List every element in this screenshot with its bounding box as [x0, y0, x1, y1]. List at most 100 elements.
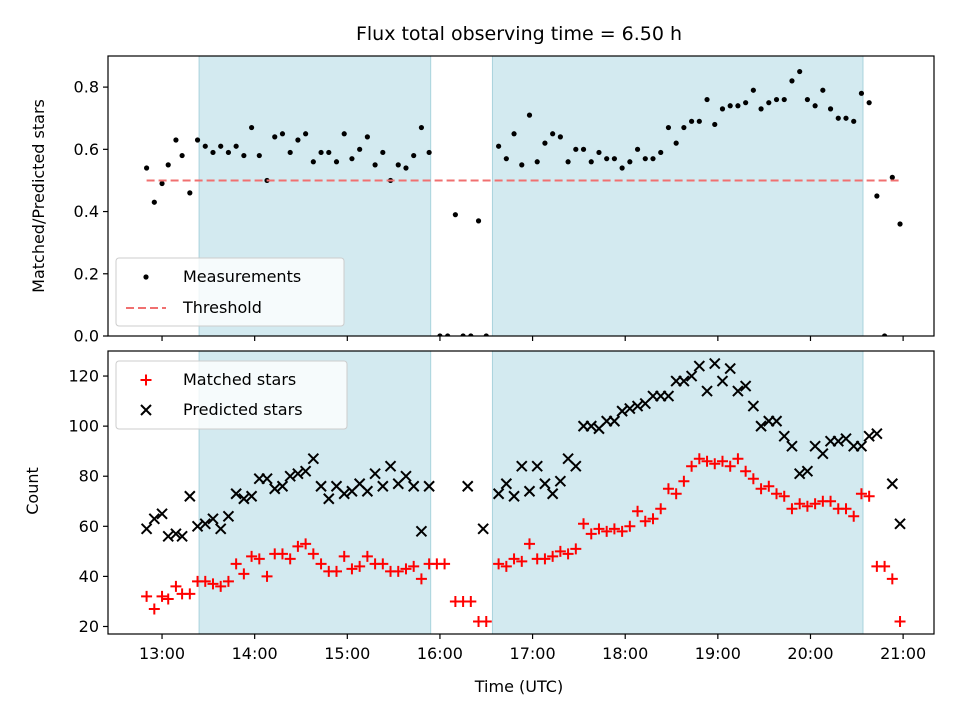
- x-axis-label: Time (UTC): [474, 677, 563, 696]
- predicted-star-point: [631, 400, 644, 412]
- predicted-star-point: [162, 530, 174, 543]
- predicted-star-point: [199, 518, 211, 530]
- matched-star-point: [547, 550, 559, 562]
- measurement-point: [812, 103, 818, 109]
- matched-star-point: [331, 565, 343, 577]
- bottom-legend: Matched stars Predicted stars: [115, 360, 348, 430]
- predicted-star-point: [384, 460, 397, 472]
- predicted-star-point: [709, 357, 721, 370]
- top-plot-panel: 0.0 0.2 0.4 0.6 0.8 Measurements Threshold: [74, 55, 935, 346]
- measurement-point: [743, 100, 749, 106]
- measurement-point: [719, 106, 726, 112]
- predicted-star-point: [269, 483, 281, 495]
- matched-star-point: [801, 500, 813, 512]
- matched-star-point: [156, 590, 168, 602]
- measurement-point: [303, 131, 309, 137]
- legend-measurement-marker: [143, 274, 149, 280]
- matched-star-point: [415, 573, 427, 585]
- matched-star-point: [840, 503, 852, 515]
- measurement-point: [604, 156, 610, 162]
- measurement-point: [349, 156, 355, 162]
- matched-star-point: [655, 503, 667, 515]
- measurement-point: [735, 103, 741, 109]
- matched-star-point: [686, 460, 698, 472]
- measurement-point: [333, 159, 340, 165]
- predicted-star-point: [585, 420, 597, 432]
- measurement-point: [804, 96, 810, 103]
- predicted-star-point: [423, 480, 435, 492]
- measurement-point: [789, 78, 795, 84]
- predicted-star-point: [678, 375, 690, 387]
- matched-star-point: [786, 503, 798, 515]
- measurement-point: [866, 100, 872, 106]
- measurement-point: [550, 131, 556, 137]
- predicted-star-point: [539, 478, 551, 490]
- legend-threshold-label: Threshold: [182, 298, 262, 317]
- measurement-point: [665, 124, 672, 131]
- measurement-point: [650, 156, 656, 162]
- matched-star-point: [480, 615, 492, 627]
- predicted-star-point: [786, 440, 798, 452]
- matched-star-point: [724, 460, 736, 472]
- matched-star-point: [894, 615, 906, 627]
- predicted-star-point: [855, 440, 868, 452]
- matched-star-point: [624, 520, 636, 532]
- matched-star-point: [616, 525, 628, 537]
- matched-star-point: [570, 543, 582, 555]
- matched-star-point: [632, 505, 644, 517]
- measurement-point: [380, 149, 386, 156]
- predicted-star-point: [554, 475, 567, 487]
- predicted-star-point: [184, 490, 196, 502]
- x-tick-label: 13:00: [139, 644, 185, 663]
- bottom-y-tick-label: 40: [79, 567, 99, 586]
- predicted-star-point: [230, 488, 242, 500]
- bottom-axes-frame: [107, 350, 935, 635]
- measurement-point: [634, 146, 641, 152]
- x-tick-label: 19:00: [695, 644, 741, 663]
- measurement-point: [241, 152, 247, 159]
- matched-star-point: [222, 575, 234, 587]
- matched-star-point: [716, 455, 728, 467]
- measurement-point: [511, 131, 517, 137]
- predicted-star-point: [716, 375, 729, 387]
- predicted-star-point: [624, 402, 636, 415]
- predicted-star-point: [338, 488, 350, 500]
- legend-matched-marker: [140, 374, 152, 386]
- measurement-point: [704, 96, 710, 103]
- top-axes-frame: [107, 55, 935, 337]
- matched-star-point: [848, 510, 860, 522]
- matched-star-point: [755, 483, 767, 495]
- matched-star-point: [392, 565, 404, 577]
- measurement-point: [519, 162, 525, 168]
- matched-star-point: [493, 558, 505, 570]
- matched-star-point: [246, 550, 258, 562]
- predicted-star-point: [140, 523, 153, 535]
- predicted-star-point: [407, 480, 420, 492]
- measurement-point: [310, 159, 316, 165]
- measurement-point: [658, 149, 664, 156]
- measurement-point: [272, 134, 278, 140]
- predicted-star-point: [516, 460, 528, 472]
- matched-star-point: [554, 545, 566, 557]
- predicted-star-point: [662, 390, 675, 402]
- measurement-point: [503, 156, 509, 162]
- measurement-point: [681, 124, 687, 131]
- measurement-point: [225, 149, 232, 156]
- measurement-point: [588, 159, 594, 165]
- predicted-star-point: [801, 465, 814, 477]
- measurement-point: [881, 333, 888, 336]
- predicted-star-point: [546, 488, 559, 500]
- measurement-point: [712, 121, 718, 128]
- measurement-point: [372, 162, 378, 168]
- predicted-star-point: [148, 513, 161, 525]
- matched-star-point: [141, 590, 153, 602]
- measurement-point: [565, 159, 571, 165]
- matched-star-point: [825, 495, 837, 507]
- predicted-star-point: [778, 430, 790, 442]
- matched-star-point: [276, 548, 288, 560]
- matched-star-point: [578, 518, 590, 530]
- predicted-star-point: [770, 415, 783, 427]
- measurement-point: [673, 140, 679, 146]
- matched-star-point: [593, 523, 605, 535]
